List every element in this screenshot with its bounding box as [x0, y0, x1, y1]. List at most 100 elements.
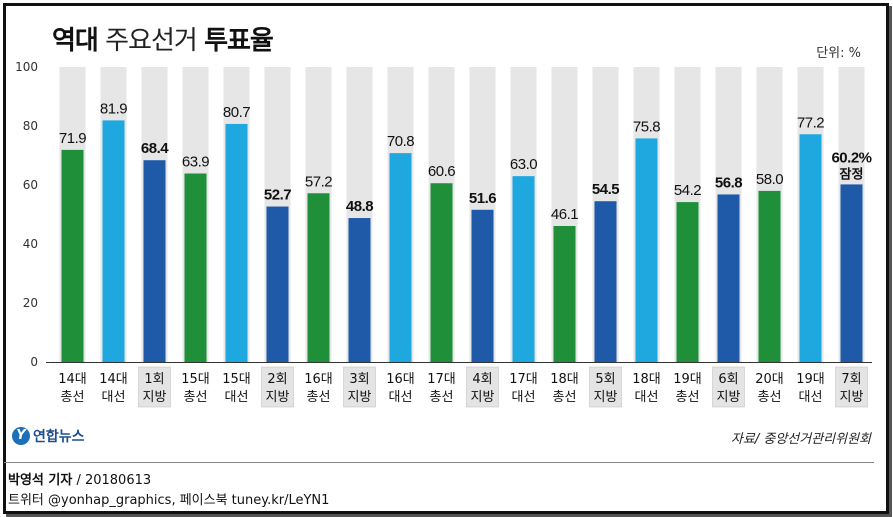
y-tick-label: 0: [30, 355, 38, 369]
bar: [840, 184, 863, 362]
unit-label: 단위: %: [816, 46, 861, 61]
value-label: 60.2%: [831, 149, 871, 166]
category-label-line2: 총선: [758, 390, 782, 405]
y-tick-label: 80: [23, 119, 38, 133]
value-label: 58.0: [756, 171, 783, 188]
category-label-line1: 3회: [349, 372, 369, 387]
bar: [102, 120, 125, 363]
chart-title: 역대 주요선거 투표율: [52, 20, 274, 57]
category-label-line1: 19대: [796, 372, 825, 387]
divider: [4, 462, 874, 463]
bar: [676, 202, 699, 362]
category-label-line2: 대선: [102, 390, 126, 405]
category-label-highlight: [712, 366, 745, 408]
bar: [61, 149, 84, 362]
category-label-line2: 대선: [512, 390, 536, 405]
value-sublabel: 잠정: [840, 166, 864, 182]
category-label-highlight: [343, 366, 376, 408]
category-label-line1: 18대: [550, 372, 579, 387]
category-label-line1: 18대: [632, 372, 661, 387]
category-label-line2: 대선: [389, 390, 413, 405]
category-label-line1: 16대: [304, 372, 333, 387]
category-label-line1: 15대: [222, 372, 251, 387]
category-label-line1: 14대: [58, 372, 87, 387]
value-label: 54.2: [674, 182, 701, 199]
bar: [512, 176, 535, 362]
value-label: 68.4: [141, 140, 169, 157]
reporter-date: / 20180613: [72, 473, 152, 488]
bar: [184, 173, 207, 362]
category-label-line2: 대선: [225, 390, 249, 405]
yonhap-logo: Y 연합뉴스: [12, 426, 85, 446]
category-label-line1: 2회: [267, 372, 287, 387]
category-label-line2: 총선: [676, 390, 700, 405]
bar: [389, 153, 412, 362]
category-label-line2: 총선: [553, 390, 577, 405]
category-label-highlight: [835, 366, 868, 408]
category-label-line2: 지방: [594, 390, 618, 405]
value-label: 57.2: [305, 173, 332, 190]
value-label: 48.8: [346, 198, 373, 215]
category-label-highlight: [261, 366, 294, 408]
bar: [225, 123, 248, 362]
category-label-line1: 7회: [841, 372, 861, 387]
bar: [266, 206, 289, 362]
category-label-line2: 총선: [184, 390, 208, 405]
yonhap-logo-icon: Y: [12, 427, 30, 445]
bar: [553, 226, 576, 362]
value-label: 52.7: [264, 187, 291, 204]
category-label-line2: 지방: [266, 390, 290, 405]
title-middle: 주요선거: [97, 26, 205, 56]
title-prefix: 역대: [52, 26, 99, 56]
category-label-line2: 지방: [348, 390, 372, 405]
category-label-line1: 19대: [673, 372, 702, 387]
bar: [799, 134, 822, 362]
category-label-line2: 총선: [430, 390, 454, 405]
bar: [307, 193, 330, 362]
bar: [717, 194, 740, 362]
bar: [430, 183, 453, 362]
bar: [471, 209, 494, 362]
value-label: 75.8: [633, 118, 660, 135]
bar: [594, 201, 617, 362]
reporter-credit: 박영석 기자 / 20180613: [8, 469, 151, 488]
title-suffix: 투표율: [204, 26, 274, 56]
value-label: 77.2: [797, 114, 824, 131]
category-label-line2: 지방: [143, 390, 167, 405]
reporter-name: 박영석 기자: [8, 473, 73, 488]
category-label-line1: 1회: [144, 372, 164, 387]
value-label: 70.8: [387, 133, 414, 150]
value-label: 81.9: [100, 100, 127, 117]
category-label-line2: 대선: [799, 390, 823, 405]
category-label-line2: 총선: [61, 390, 85, 405]
bar: [348, 218, 371, 362]
category-label-line1: 6회: [718, 372, 738, 387]
y-tick-label: 40: [23, 237, 38, 251]
bar: [758, 190, 781, 362]
category-label-line1: 14대: [99, 372, 128, 387]
category-label-line1: 5회: [595, 372, 615, 387]
value-label: 63.0: [510, 156, 537, 173]
y-tick-label: 60: [23, 178, 38, 192]
category-label-line1: 17대: [427, 372, 456, 387]
category-label-line1: 17대: [509, 372, 538, 387]
value-label: 54.5: [592, 181, 619, 198]
category-label-line2: 지방: [840, 390, 864, 405]
category-label-line2: 총선: [307, 390, 331, 405]
category-label-highlight: [466, 366, 499, 408]
bar: [143, 160, 166, 362]
category-label-line2: 지방: [717, 390, 741, 405]
social-links: 트위터 @yonhap_graphics, 페이스북 tuney.kr/LeYN…: [8, 493, 330, 508]
value-label: 63.9: [182, 153, 209, 170]
value-label: 46.1: [551, 206, 578, 223]
value-label: 71.9: [59, 130, 86, 147]
category-label-line1: 20대: [755, 372, 784, 387]
y-tick-label: 100: [15, 60, 38, 74]
category-label-highlight: [589, 366, 622, 408]
source-note: 자료/ 중앙선거관리위원회: [730, 432, 871, 447]
value-label: 56.8: [715, 174, 742, 191]
category-label-line2: 지방: [471, 390, 495, 405]
y-tick-label: 20: [23, 296, 38, 310]
value-label: 80.7: [223, 104, 250, 121]
